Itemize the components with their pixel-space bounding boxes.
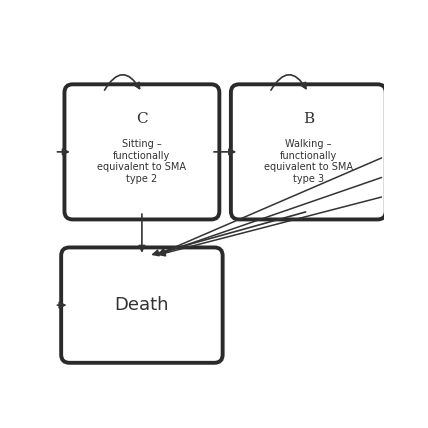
Text: Walking –
functionally
equivalent to SMA
type 3: Walking – functionally equivalent to SMA…	[264, 139, 353, 184]
Text: C: C	[136, 112, 148, 126]
Text: Death: Death	[115, 296, 169, 314]
FancyBboxPatch shape	[65, 84, 219, 220]
Text: Sitting –
functionally
equivalent to SMA
type 2: Sitting – functionally equivalent to SMA…	[98, 139, 187, 184]
Text: B: B	[303, 112, 314, 126]
FancyBboxPatch shape	[231, 84, 386, 220]
FancyBboxPatch shape	[61, 247, 223, 363]
